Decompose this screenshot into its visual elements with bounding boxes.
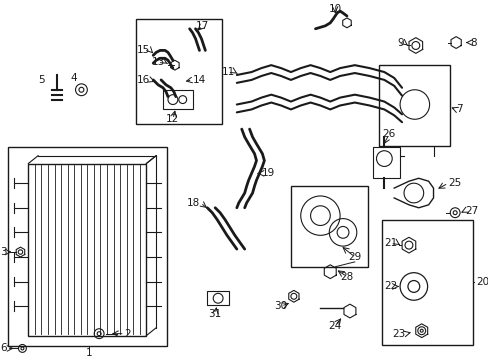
- Text: 29: 29: [347, 252, 361, 262]
- Bar: [290, 186, 367, 267]
- Text: 19: 19: [261, 168, 274, 178]
- Text: 22: 22: [383, 282, 396, 292]
- Text: 23: 23: [392, 329, 405, 339]
- Text: 1: 1: [86, 348, 92, 358]
- Text: 9: 9: [397, 37, 403, 48]
- Text: 21: 21: [383, 238, 396, 248]
- Text: 24: 24: [328, 321, 341, 331]
- Bar: [163, 90, 192, 109]
- Text: 4: 4: [71, 73, 77, 83]
- Bar: [372, 147, 399, 178]
- Text: 13: 13: [151, 57, 164, 67]
- Text: 10: 10: [328, 4, 341, 14]
- Text: 30: 30: [274, 301, 287, 311]
- Bar: [207, 291, 228, 305]
- Text: 14: 14: [192, 75, 205, 85]
- Bar: [8, 147, 167, 346]
- Text: 15: 15: [137, 45, 150, 55]
- Text: 28: 28: [340, 272, 353, 282]
- Text: 8: 8: [469, 37, 476, 48]
- Text: 17: 17: [195, 21, 208, 31]
- Text: 31: 31: [208, 309, 222, 319]
- Text: 16: 16: [137, 75, 150, 85]
- Bar: [135, 19, 222, 124]
- Bar: [379, 65, 449, 146]
- Text: 2: 2: [124, 329, 131, 339]
- Text: 5: 5: [39, 75, 45, 85]
- Text: 7: 7: [455, 104, 462, 114]
- Bar: [382, 220, 472, 346]
- Text: 6: 6: [0, 343, 7, 354]
- Text: 26: 26: [382, 129, 395, 139]
- Text: 20: 20: [475, 276, 488, 287]
- Text: 12: 12: [166, 114, 179, 124]
- Text: 11: 11: [221, 67, 234, 77]
- Text: 25: 25: [447, 178, 461, 188]
- Text: 3: 3: [0, 247, 7, 257]
- Text: 27: 27: [464, 206, 477, 216]
- Text: 18: 18: [187, 198, 200, 208]
- Bar: [28, 163, 146, 336]
